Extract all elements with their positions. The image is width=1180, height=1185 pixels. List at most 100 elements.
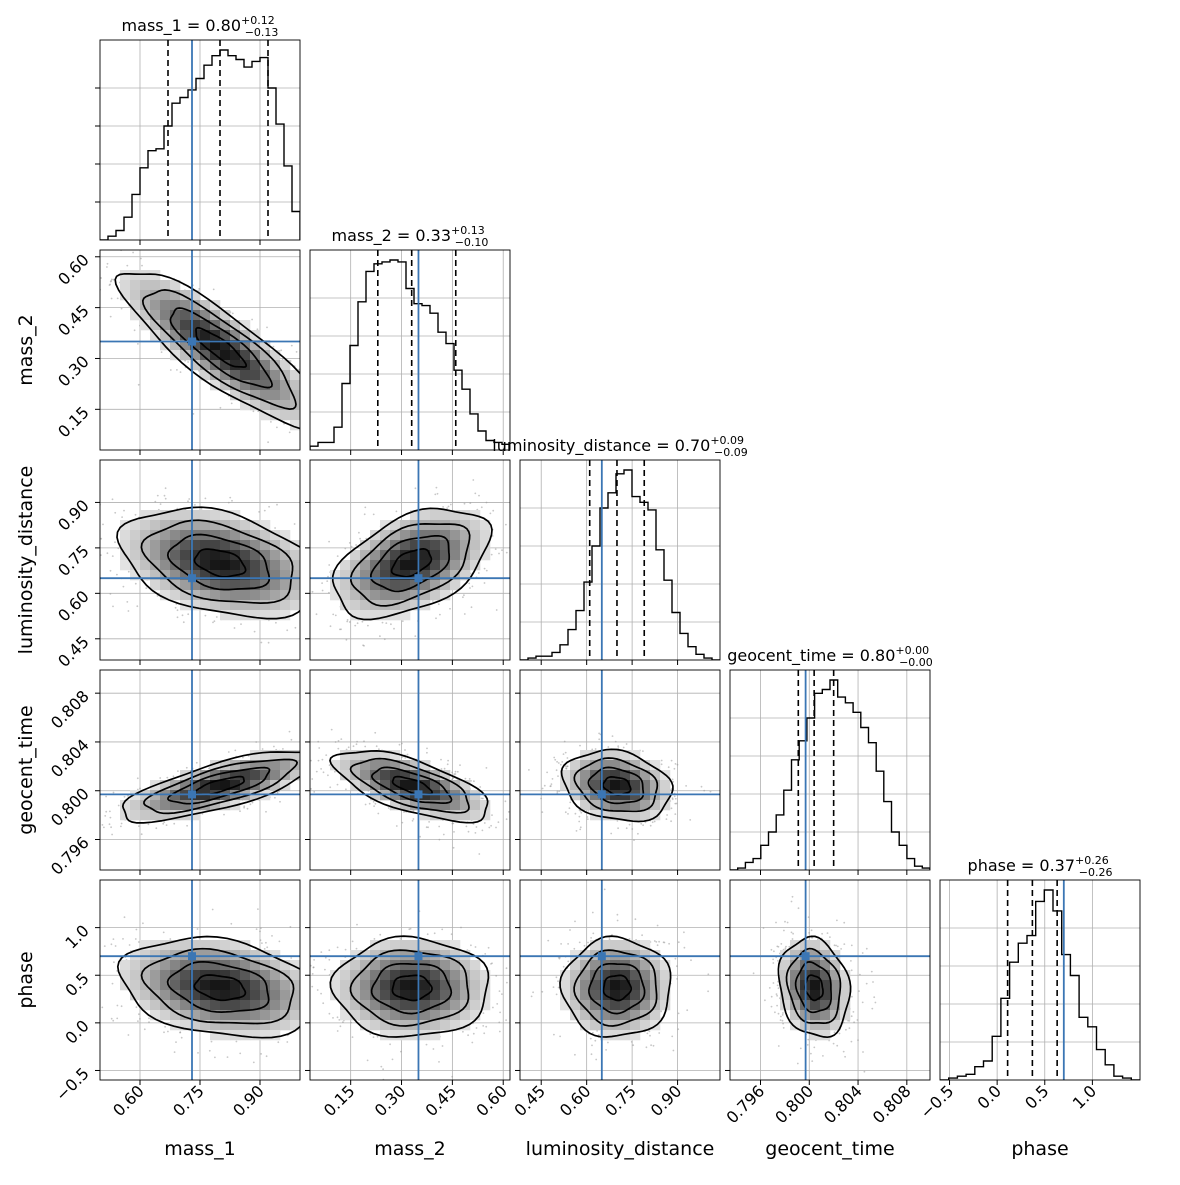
scatter-point-1-0 <box>273 346 275 348</box>
scatter-point-3-2 <box>567 765 569 767</box>
panel-content-3-3 <box>730 670 930 870</box>
scatter-point-2-1 <box>344 548 346 550</box>
scatter-point-2-1 <box>435 617 437 619</box>
scatter-point-3-2 <box>564 741 566 743</box>
scatter-point-3-2 <box>567 757 569 759</box>
scatter-point-3-0 <box>162 823 164 825</box>
scatter-point-3-0 <box>111 834 113 836</box>
density-bin-2-1 <box>360 580 370 590</box>
scatter-point-2-0 <box>194 504 196 506</box>
density-bin-1-0 <box>180 310 190 320</box>
scatter-point-3-2 <box>565 752 567 754</box>
density-bin-2-0 <box>260 600 270 610</box>
panel-content-2-1 <box>310 460 510 660</box>
scatter-point-2-0 <box>116 574 118 576</box>
scatter-point-3-0 <box>138 825 140 827</box>
scatter-point-3-2 <box>674 813 676 815</box>
panel-frame-3-3 <box>730 670 930 870</box>
scatter-point-3-1 <box>311 778 313 780</box>
scatter-point-3-2 <box>565 765 567 767</box>
density-bin-1-0 <box>130 270 140 280</box>
density-bin-2-1 <box>370 590 380 600</box>
density-bin-1-0 <box>270 390 280 400</box>
scatter-point-3-2 <box>576 830 578 832</box>
scatter-point-2-1 <box>498 553 500 555</box>
scatter-point-1-0 <box>187 361 189 363</box>
density-bin-3-1 <box>360 770 370 780</box>
scatter-point-3-1 <box>396 825 398 827</box>
density-bin-3-2 <box>580 770 590 780</box>
scatter-point-2-1 <box>478 495 480 497</box>
scatter-point-2-0 <box>205 615 207 617</box>
scatter-point-1-0 <box>106 266 108 268</box>
density-bin-2-1 <box>350 600 360 610</box>
truth-marker-2-0 <box>188 574 196 582</box>
scatter-point-2-0 <box>114 541 116 543</box>
panel-frame-2-2 <box>520 460 720 660</box>
scatter-point-3-1 <box>329 786 331 788</box>
scatter-point-2-0 <box>188 498 190 500</box>
density-bin-2-0 <box>270 560 280 570</box>
scatter-point-3-1 <box>334 771 336 773</box>
panel-3-1 <box>305 670 510 875</box>
scatter-point-3-1 <box>363 740 365 742</box>
density-bin-3-1 <box>380 770 390 780</box>
scatter-point-3-2 <box>575 813 577 815</box>
density-bin-1-0 <box>290 410 300 420</box>
density-bin-3-0 <box>270 760 280 770</box>
scatter-point-2-1 <box>484 582 486 584</box>
scatter-point-1-0 <box>140 258 142 260</box>
scatter-point-3-2 <box>654 821 656 823</box>
scatter-point-3-1 <box>399 744 401 746</box>
scatter-point-3-2 <box>666 818 668 820</box>
scatter-point-4-0 <box>122 938 124 940</box>
density-bin-3-0 <box>250 770 260 780</box>
scatter-point-2-1 <box>439 614 441 616</box>
density-bin-2-0 <box>170 550 180 560</box>
scatter-point-3-2 <box>569 802 571 804</box>
density-bin-2-0 <box>250 560 260 570</box>
density-bin-2-0 <box>280 600 290 610</box>
scatter-point-3-1 <box>482 830 484 832</box>
density-bin-1-0 <box>160 310 170 320</box>
scatter-point-2-1 <box>362 644 364 646</box>
scatter-point-1-0 <box>107 263 109 265</box>
density-bin-3-2 <box>570 760 580 770</box>
scatter-point-2-0 <box>231 500 233 502</box>
scatter-point-3-1 <box>356 741 358 743</box>
density-bin-1-0 <box>140 270 150 280</box>
panel-2-2: luminosity_distance = 0.70+0.09−0.09 <box>492 434 748 665</box>
scatter-point-3-1 <box>447 763 449 765</box>
scatter-point-1-0 <box>110 316 112 318</box>
scatter-point-3-1 <box>476 826 478 828</box>
density-bin-3-1 <box>390 750 400 760</box>
density-bin-3-1 <box>470 810 480 820</box>
scatter-point-2-1 <box>396 511 398 513</box>
panel-content-3-0 <box>100 670 325 870</box>
density-bin-2-0 <box>290 550 300 560</box>
scatter-point-3-1 <box>337 784 339 786</box>
scatter-point-1-0 <box>132 252 134 254</box>
density-bin-2-1 <box>380 560 390 570</box>
density-bin-2-1 <box>450 560 460 570</box>
scatter-point-3-0 <box>265 811 267 813</box>
scatter-point-2-0 <box>261 642 263 644</box>
scatter-point-3-1 <box>369 803 371 805</box>
scatter-point-3-0 <box>242 757 244 759</box>
density-bin-2-0 <box>240 550 250 560</box>
scatter-point-3-2 <box>668 766 670 768</box>
scatter-point-3-0 <box>103 827 105 829</box>
histogram-geocent_time <box>730 680 930 870</box>
scatter-point-2-1 <box>322 590 324 592</box>
scatter-point-3-2 <box>640 823 642 825</box>
scatter-point-3-1 <box>331 729 333 731</box>
scatter-point-2-1 <box>351 546 353 548</box>
scatter-point-2-0 <box>240 623 242 625</box>
scatter-point-3-0 <box>102 824 104 826</box>
scatter-point-3-2 <box>557 775 559 777</box>
scatter-point-2-1 <box>340 628 342 630</box>
scatter-point-2-1 <box>464 613 466 615</box>
scatter-point-3-1 <box>401 743 403 745</box>
scatter-point-1-0 <box>126 265 128 267</box>
scatter-point-3-2 <box>701 786 703 788</box>
